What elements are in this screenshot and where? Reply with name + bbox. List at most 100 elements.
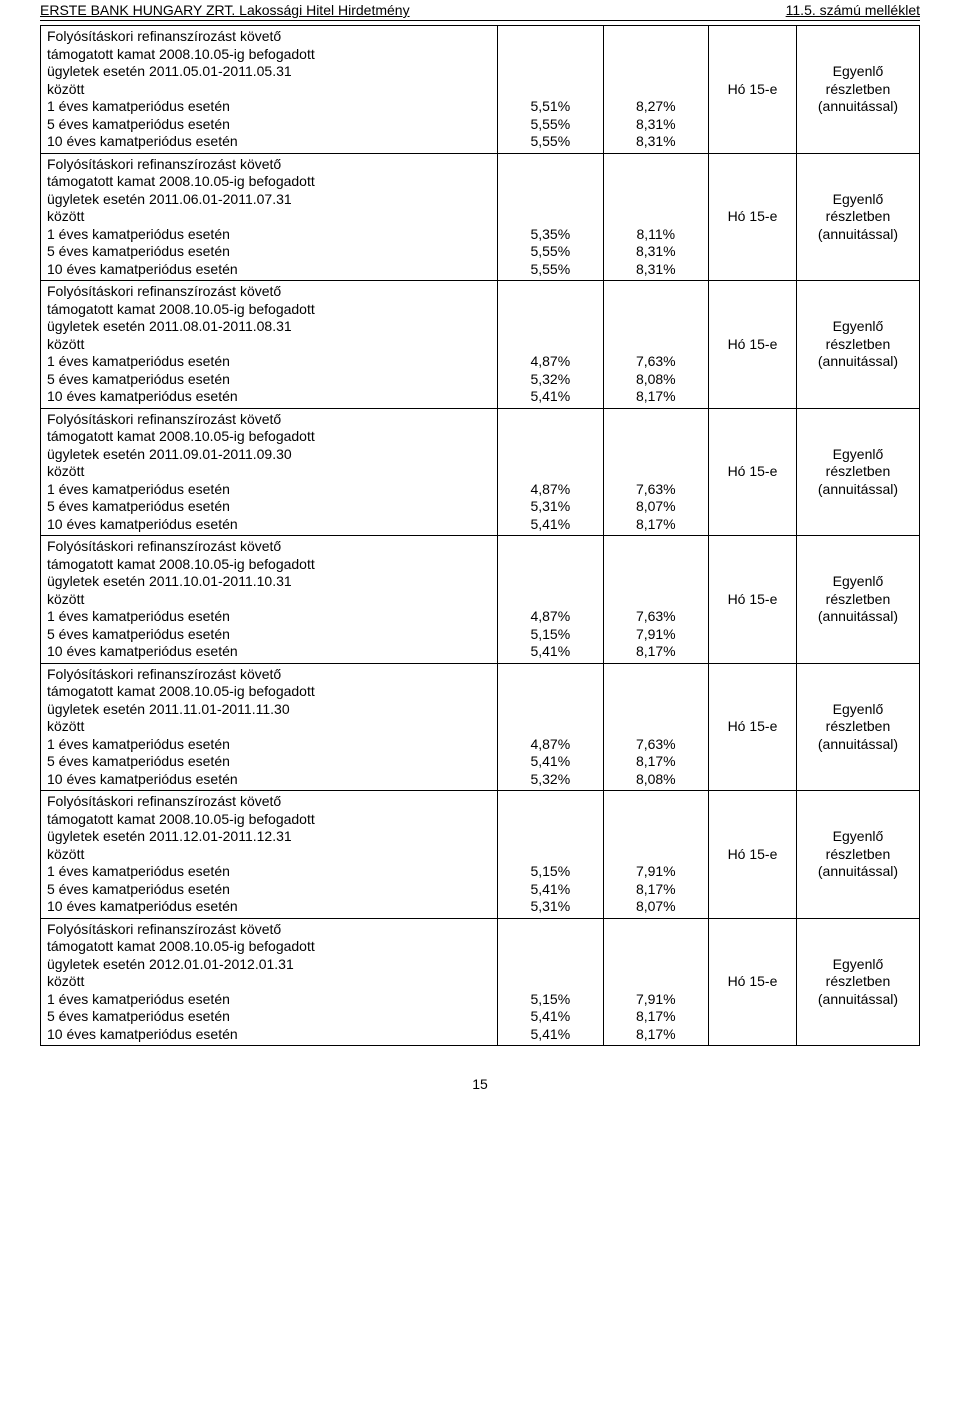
row-5y: 5 éves kamatperiódus esetén	[47, 498, 491, 516]
payment-line-2: (annuitással)	[801, 98, 915, 116]
row-10y: 10 éves kamatperiódus esetén	[47, 771, 491, 789]
row-1y: 1 éves kamatperiódus esetén	[47, 736, 491, 754]
pct-b-1y: 7,63%	[610, 608, 702, 626]
pct-b-10y: 8,17%	[610, 516, 702, 534]
pct-col-b: 7,63%8,17%8,08%	[604, 664, 708, 791]
pct-a-1y: 4,87%	[504, 736, 596, 754]
pct-b-5y: 8,31%	[610, 116, 702, 134]
pct-b-5y: 8,31%	[610, 243, 702, 261]
payment-line-1: Egyenlő részletben	[801, 701, 915, 736]
payment-method: Egyenlő részletben(annuitással)	[797, 189, 919, 246]
section-desc: Folyósításkori refinanszírozást követőtá…	[41, 26, 497, 153]
section-title-4: között	[47, 591, 491, 609]
row-1y: 1 éves kamatperiódus esetén	[47, 98, 491, 116]
pct-a-1y: 5,15%	[504, 863, 596, 881]
section-title-2: támogatott kamat 2008.10.05-ig befogadot…	[47, 938, 491, 956]
row-1y: 1 éves kamatperiódus esetén	[47, 863, 491, 881]
due-date: Hó 15-e	[709, 334, 796, 356]
section-title-3: ügyletek esetén 2012.01.01-2012.01.31	[47, 956, 491, 974]
pct-a-1y: 5,35%	[504, 226, 596, 244]
payment-line-2: (annuitással)	[801, 481, 915, 499]
pct-col-b: 7,91%8,17%8,07%	[604, 791, 708, 918]
due-date: Hó 15-e	[709, 461, 796, 483]
pct-a-5y: 5,31%	[504, 498, 596, 516]
payment-line-1: Egyenlő részletben	[801, 446, 915, 481]
section-title-3: ügyletek esetén 2011.08.01-2011.08.31	[47, 318, 491, 336]
payment-line-2: (annuitással)	[801, 991, 915, 1009]
payment-method: Egyenlő részletben(annuitással)	[797, 699, 919, 756]
section-title-3: ügyletek esetén 2011.11.01-2011.11.30	[47, 701, 491, 719]
section-title-2: támogatott kamat 2008.10.05-ig befogadot…	[47, 46, 491, 64]
section-title-3: ügyletek esetén 2011.06.01-2011.07.31	[47, 191, 491, 209]
section-title-1: Folyósításkori refinanszírozást követő	[47, 666, 491, 684]
pct-b-10y: 8,17%	[610, 643, 702, 661]
row-10y: 10 éves kamatperiódus esetén	[47, 388, 491, 406]
section-title-3: ügyletek esetén 2011.05.01-2011.05.31	[47, 63, 491, 81]
pct-b-10y: 8,07%	[610, 898, 702, 916]
section-title-2: támogatott kamat 2008.10.05-ig befogadot…	[47, 811, 491, 829]
payment-line-2: (annuitással)	[801, 736, 915, 754]
payment-method: Egyenlő részletben(annuitással)	[797, 826, 919, 883]
pct-col-a: 5,35%5,55%5,55%	[498, 154, 602, 281]
pct-col-a: 4,87%5,15%5,41%	[498, 536, 602, 663]
section-title-4: között	[47, 846, 491, 864]
pct-b-5y: 8,17%	[610, 753, 702, 771]
section-desc: Folyósításkori refinanszírozást követőtá…	[41, 664, 497, 791]
pct-col-a: 4,87%5,31%5,41%	[498, 409, 602, 536]
section-title-3: ügyletek esetén 2011.09.01-2011.09.30	[47, 446, 491, 464]
section-title-4: között	[47, 336, 491, 354]
pct-col-b: 7,63%8,08%8,17%	[604, 281, 708, 408]
pct-b-5y: 8,17%	[610, 881, 702, 899]
row-10y: 10 éves kamatperiódus esetén	[47, 643, 491, 661]
pct-b-10y: 8,31%	[610, 133, 702, 151]
header-left: ERSTE BANK HUNGARY ZRT. Lakossági Hitel …	[40, 2, 410, 18]
payment-line-1: Egyenlő részletben	[801, 191, 915, 226]
payment-line-2: (annuitással)	[801, 608, 915, 626]
payment-line-2: (annuitással)	[801, 863, 915, 881]
pct-a-5y: 5,32%	[504, 371, 596, 389]
row-10y: 10 éves kamatperiódus esetén	[47, 898, 491, 916]
pct-a-5y: 5,41%	[504, 1008, 596, 1026]
pct-col-b: 7,63%8,07%8,17%	[604, 409, 708, 536]
pct-a-10y: 5,41%	[504, 1026, 596, 1044]
pct-a-1y: 4,87%	[504, 481, 596, 499]
section-title-4: között	[47, 463, 491, 481]
pct-col-a: 4,87%5,41%5,32%	[498, 664, 602, 791]
section-title-4: között	[47, 81, 491, 99]
section-desc: Folyósításkori refinanszírozást követőtá…	[41, 409, 497, 536]
pct-a-10y: 5,55%	[504, 261, 596, 279]
payment-line-1: Egyenlő részletben	[801, 63, 915, 98]
payment-line-1: Egyenlő részletben	[801, 828, 915, 863]
payment-method: Egyenlő részletben(annuitással)	[797, 954, 919, 1011]
pct-b-10y: 8,17%	[610, 388, 702, 406]
due-date: Hó 15-e	[709, 844, 796, 866]
pct-a-1y: 5,15%	[504, 991, 596, 1009]
section-title-3: ügyletek esetén 2011.12.01-2011.12.31	[47, 828, 491, 846]
payment-method: Egyenlő részletben(annuitással)	[797, 316, 919, 373]
row-5y: 5 éves kamatperiódus esetén	[47, 1008, 491, 1026]
pct-b-1y: 8,27%	[610, 98, 702, 116]
pct-b-1y: 7,63%	[610, 481, 702, 499]
pct-a-10y: 5,41%	[504, 388, 596, 406]
pct-a-10y: 5,55%	[504, 133, 596, 151]
row-5y: 5 éves kamatperiódus esetén	[47, 371, 491, 389]
payment-line-2: (annuitással)	[801, 226, 915, 244]
section-desc: Folyósításkori refinanszírozást követőtá…	[41, 281, 497, 408]
section-title-1: Folyósításkori refinanszírozást követő	[47, 793, 491, 811]
row-5y: 5 éves kamatperiódus esetén	[47, 243, 491, 261]
pct-a-5y: 5,41%	[504, 881, 596, 899]
section-title-3: ügyletek esetén 2011.10.01-2011.10.31	[47, 573, 491, 591]
section-title-4: között	[47, 973, 491, 991]
header-right: 11.5. számú melléklet	[786, 2, 920, 18]
due-date: Hó 15-e	[709, 206, 796, 228]
pct-a-1y: 5,51%	[504, 98, 596, 116]
due-date: Hó 15-e	[709, 716, 796, 738]
section-title-2: támogatott kamat 2008.10.05-ig befogadot…	[47, 428, 491, 446]
payment-line-2: (annuitással)	[801, 353, 915, 371]
pct-b-1y: 7,63%	[610, 353, 702, 371]
row-5y: 5 éves kamatperiódus esetén	[47, 116, 491, 134]
section-desc: Folyósításkori refinanszírozást követőtá…	[41, 154, 497, 281]
section-title-1: Folyósításkori refinanszírozást követő	[47, 156, 491, 174]
pct-col-a: 5,51%5,55%5,55%	[498, 26, 602, 153]
pct-a-10y: 5,31%	[504, 898, 596, 916]
